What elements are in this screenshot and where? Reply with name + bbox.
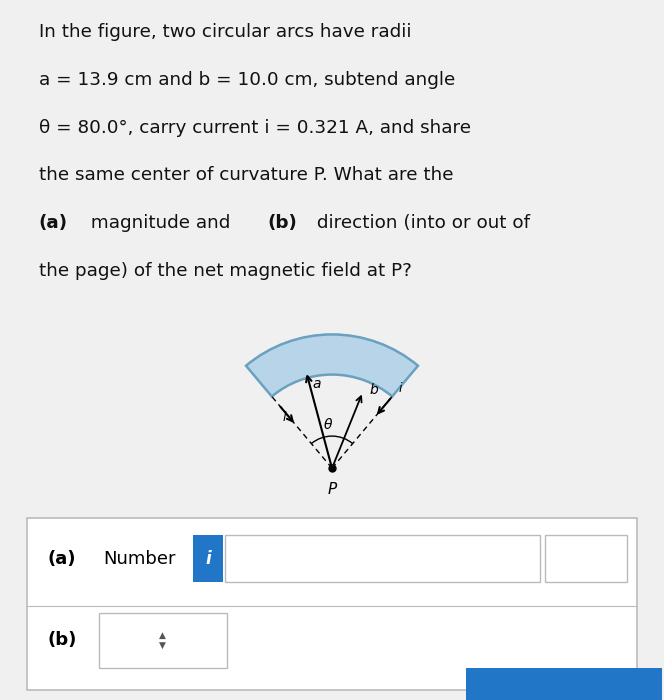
Text: (a): (a) xyxy=(39,214,68,232)
Text: In the figure, two circular arcs have radii: In the figure, two circular arcs have ra… xyxy=(39,23,411,41)
Text: the same center of curvature P. What are the: the same center of curvature P. What are… xyxy=(39,167,454,185)
Text: a: a xyxy=(313,377,321,391)
Text: (b): (b) xyxy=(48,631,77,649)
Bar xyxy=(544,535,627,582)
Text: magnitude and: magnitude and xyxy=(84,214,236,232)
Text: the page) of the net magnetic field at P?: the page) of the net magnetic field at P… xyxy=(39,262,412,280)
Text: θ = 80.0°, carry current i = 0.321 A, and share: θ = 80.0°, carry current i = 0.321 A, an… xyxy=(39,119,471,136)
Text: i: i xyxy=(205,550,211,568)
Text: a = 13.9 cm and b = 10.0 cm, subtend angle: a = 13.9 cm and b = 10.0 cm, subtend ang… xyxy=(39,71,455,89)
Bar xyxy=(99,613,227,668)
Text: P: P xyxy=(327,482,337,496)
Text: ▲
▼: ▲ ▼ xyxy=(159,631,166,650)
FancyBboxPatch shape xyxy=(27,518,637,690)
Wedge shape xyxy=(246,335,418,396)
Text: (a): (a) xyxy=(48,550,76,568)
Text: b: b xyxy=(370,384,378,398)
Text: Number: Number xyxy=(103,550,175,568)
Text: θ: θ xyxy=(324,418,332,432)
Text: i: i xyxy=(399,382,402,396)
Bar xyxy=(225,535,540,582)
Bar xyxy=(193,535,223,582)
Text: i: i xyxy=(282,411,286,424)
Bar xyxy=(466,668,662,700)
Text: direction (into or out of: direction (into or out of xyxy=(311,214,530,232)
Text: (b): (b) xyxy=(268,214,297,232)
